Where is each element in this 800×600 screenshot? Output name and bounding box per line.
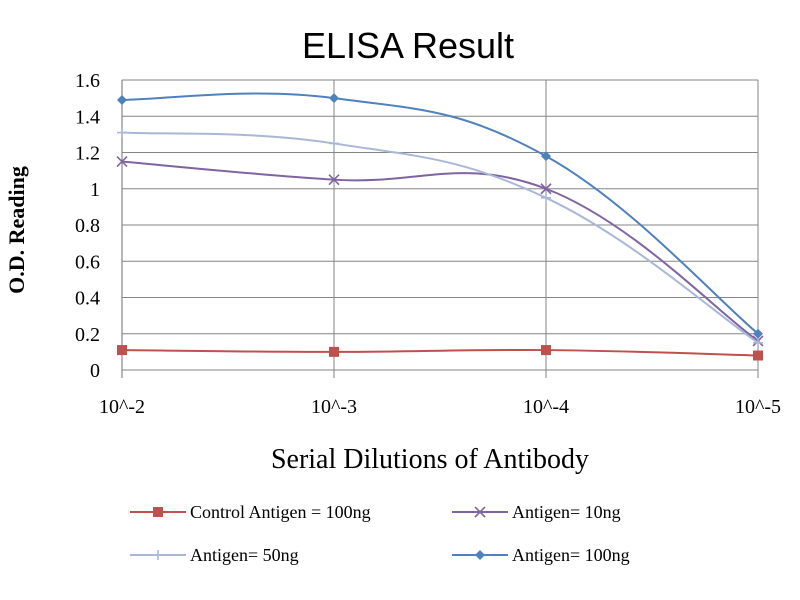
data-point: [116, 155, 128, 168]
data-point: [753, 350, 763, 361]
series-line: [121, 348, 759, 357]
data-point: [117, 345, 127, 356]
x-tick-label: 10^-3: [311, 396, 357, 418]
series-line: [121, 92, 759, 335]
legend-label: Control Antigen = 100ng: [190, 502, 371, 522]
y-axis-label: O.D. Reading: [4, 166, 29, 294]
x-tick-label: 10^-5: [735, 396, 781, 418]
data-point: [540, 183, 552, 195]
data-point: [753, 328, 763, 339]
legend-label: Antigen= 10ng: [512, 502, 621, 522]
series-line: [121, 131, 759, 344]
data-point: [753, 337, 763, 348]
x-axis-label: Serial Dilutions of Antibody: [271, 444, 589, 475]
data-point: [117, 127, 127, 138]
y-tick-label: 1.2: [75, 143, 100, 165]
marker-stroke: [328, 174, 340, 186]
data-point: [541, 345, 551, 356]
series-lines: [116, 92, 764, 361]
legend-item-3: Antigen= 100ng: [452, 545, 630, 565]
legend-marker: [153, 507, 163, 517]
marker-stroke: [474, 506, 486, 518]
series-1: [116, 155, 764, 347]
legend-item-1: Antigen= 10ng: [452, 502, 621, 522]
y-tick-label: 0.4: [75, 288, 100, 310]
legend-marker: [474, 506, 486, 518]
series-line: [121, 160, 759, 342]
legend-item-0: Control Antigen = 100ng: [130, 502, 371, 522]
data-point: [329, 346, 339, 357]
y-tick-label: 1: [90, 179, 100, 201]
chart-title: ELISA Result: [302, 25, 514, 66]
legend-label: Antigen= 50ng: [190, 545, 299, 565]
series-0: [117, 345, 763, 361]
data-point: [328, 174, 340, 186]
legend-item-2: Antigen= 50ng: [130, 545, 299, 565]
legend: Control Antigen = 100ng Antigen= 10ng Anti…: [130, 502, 630, 565]
y-tick-label: 0.6: [75, 251, 100, 273]
legend-label: Antigen= 100ng: [512, 545, 630, 565]
grid: [121, 79, 759, 378]
y-tick-label: 0.8: [75, 215, 100, 237]
legend-marker: [153, 550, 163, 560]
y-tick-label: 0: [90, 360, 100, 382]
y-tick-label: 1.4: [75, 106, 100, 128]
data-point: [541, 151, 551, 162]
y-tick-label: 0.2: [75, 324, 100, 346]
data-point: [329, 138, 339, 149]
marker-stroke: [116, 155, 128, 168]
legend-marker: [475, 550, 485, 560]
x-tick-label: 10^-2: [99, 396, 145, 418]
data-point: [541, 192, 551, 203]
series-3: [117, 92, 763, 339]
data-point: [117, 94, 127, 105]
marker-stroke: [540, 183, 552, 195]
data-point: [329, 93, 339, 104]
x-tick-label: 10^-4: [523, 396, 569, 418]
y-tick-label: 1.6: [75, 70, 100, 92]
axes: 0 0.2 0.4 0.6 0.8 1 1.2 1.4 1.6 10^-2 10^-3 10^-4 10…: [75, 70, 781, 418]
series-2: [117, 127, 763, 348]
